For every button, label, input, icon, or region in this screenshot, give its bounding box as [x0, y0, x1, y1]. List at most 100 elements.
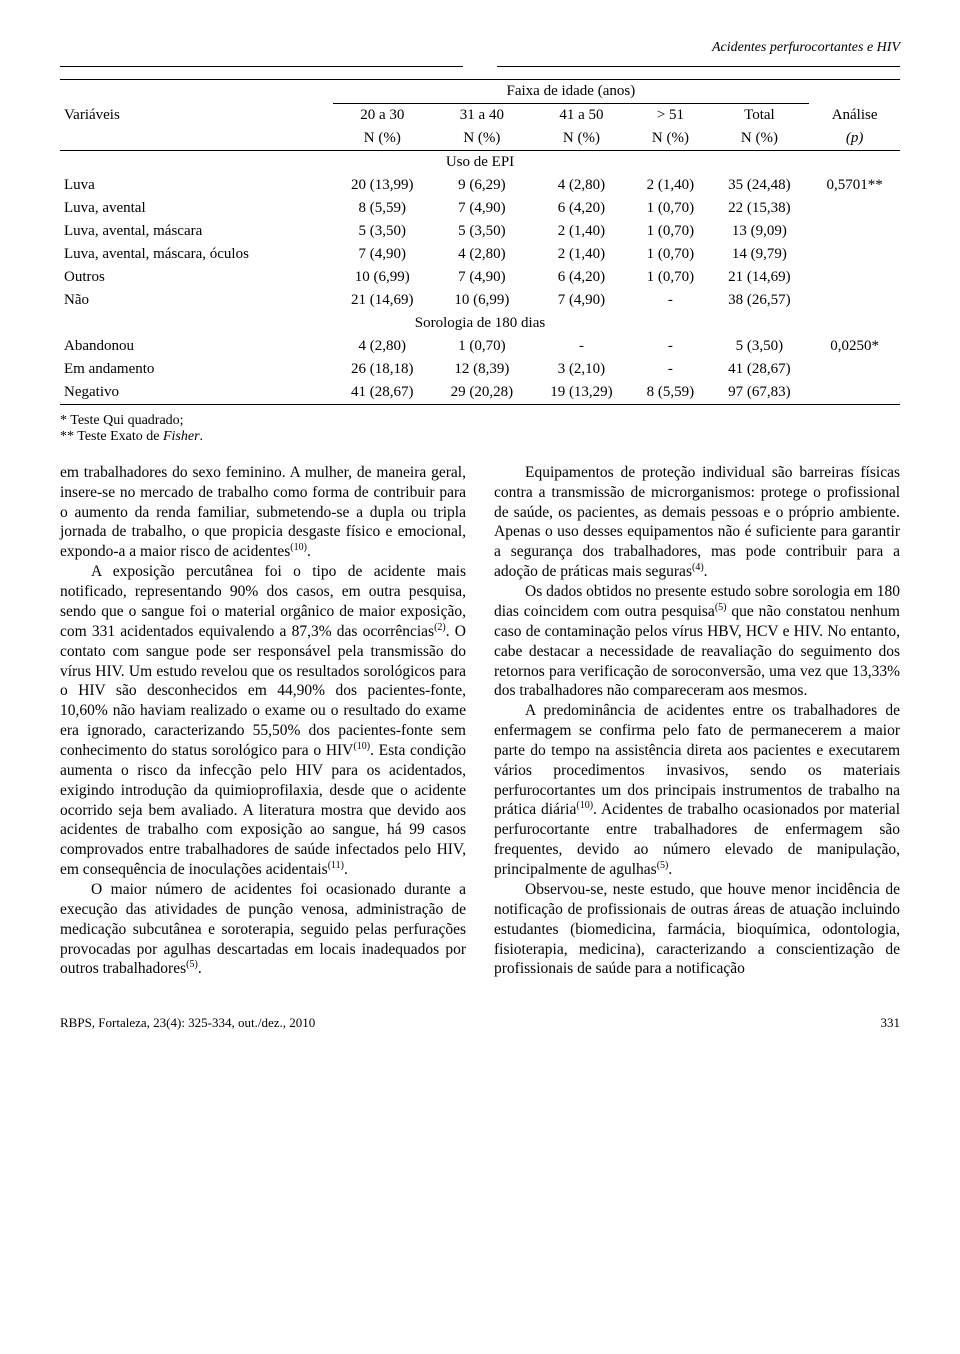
table-cell: 5 (3,50): [432, 220, 532, 243]
table-cell: 10 (6,99): [333, 266, 433, 289]
para-4: Equipamentos de proteção individual são …: [494, 463, 900, 582]
table-cell: 7 (4,90): [432, 266, 532, 289]
footnote-line2-italic: Fisher: [163, 429, 200, 444]
page-footer: RBPS, Fortaleza, 23(4): 325-334, out./de…: [60, 1015, 900, 1031]
table-cell: 2 (1,40): [631, 174, 709, 197]
age-col-1: 31 a 40: [432, 104, 532, 128]
para-1: em trabalhadores do sexo feminino. A mul…: [60, 463, 466, 562]
npct-4: N (%): [710, 127, 810, 151]
table-cell: 2 (1,40): [532, 220, 632, 243]
table-cell: 8 (5,59): [631, 381, 709, 405]
table-cell: 14 (9,79): [710, 243, 810, 266]
footnote-line2-suffix: .: [200, 429, 204, 444]
age-col-4: Total: [710, 104, 810, 128]
table-cell: 3 (2,10): [532, 358, 632, 381]
row-label: Luva, avental, máscara, óculos: [60, 243, 333, 266]
para-5: Os dados obtidos no presente estudo sobr…: [494, 582, 900, 701]
section-title: Sorologia de 180 dias: [60, 312, 900, 335]
p-value: [809, 243, 900, 266]
para-6: A predominância de acidentes entre os tr…: [494, 701, 900, 880]
age-col-3: > 51: [631, 104, 709, 128]
table-cell: 10 (6,99): [432, 289, 532, 312]
table-cell: -: [631, 289, 709, 312]
table-footnote: * Teste Qui quadrado; ** Teste Exato de …: [60, 413, 900, 445]
table-cell: 6 (4,20): [532, 266, 632, 289]
footer-left: RBPS, Fortaleza, 23(4): 325-334, out./de…: [60, 1015, 315, 1031]
section-title: Uso de EPI: [60, 151, 900, 175]
table-row: Abandonou4 (2,80)1 (0,70)--5 (3,50)0,025…: [60, 335, 900, 358]
table-row: Outros10 (6,99)7 (4,90)6 (4,20)1 (0,70)2…: [60, 266, 900, 289]
col-variables: Variáveis: [60, 80, 333, 151]
p-value: [809, 358, 900, 381]
p-value: [809, 381, 900, 405]
table-cell: 5 (3,50): [333, 220, 433, 243]
table-cell: 21 (14,69): [333, 289, 433, 312]
table-row: Não21 (14,69)10 (6,99)7 (4,90)-38 (26,57…: [60, 289, 900, 312]
table-cell: 4 (2,80): [532, 174, 632, 197]
table-cell: 7 (4,90): [432, 197, 532, 220]
table-cell: 6 (4,20): [532, 197, 632, 220]
table-cell: 1 (0,70): [631, 243, 709, 266]
row-label: Luva, avental: [60, 197, 333, 220]
table-cell: 4 (2,80): [333, 335, 433, 358]
table-row: Negativo41 (28,67)29 (20,28)19 (13,29)8 …: [60, 381, 900, 405]
table-cell: 1 (0,70): [631, 197, 709, 220]
table-cell: 41 (28,67): [710, 358, 810, 381]
table-cell: 35 (24,48): [710, 174, 810, 197]
table-row: Luva, avental8 (5,59)7 (4,90)6 (4,20)1 (…: [60, 197, 900, 220]
p-value: [809, 289, 900, 312]
p-value: 0,5701**: [809, 174, 900, 197]
table-cell: 12 (8,39): [432, 358, 532, 381]
p-value: 0,0250*: [809, 335, 900, 358]
table-cell: 1 (0,70): [631, 220, 709, 243]
footnote-line1: * Teste Qui quadrado;: [60, 413, 184, 428]
table-cell: 5 (3,50): [710, 335, 810, 358]
table-cell: 22 (15,38): [710, 197, 810, 220]
row-label: Negativo: [60, 381, 333, 405]
para-2: A exposição percutânea foi o tipo de aci…: [60, 562, 466, 880]
table-cell: 97 (67,83): [710, 381, 810, 405]
table-cell: 9 (6,29): [432, 174, 532, 197]
table-cell: 4 (2,80): [432, 243, 532, 266]
para-7: Observou-se, neste estudo, que houve men…: [494, 880, 900, 979]
table-cell: 8 (5,59): [333, 197, 433, 220]
table-cell: 41 (28,67): [333, 381, 433, 405]
table-row: Luva, avental, máscara, óculos7 (4,90)4 …: [60, 243, 900, 266]
table-cell: 19 (13,29): [532, 381, 632, 405]
table-cell: 21 (14,69): [710, 266, 810, 289]
npct-0: N (%): [333, 127, 433, 151]
col-analysis: Análise: [809, 80, 900, 128]
table-row: Luva, avental, máscara5 (3,50)5 (3,50)2 …: [60, 220, 900, 243]
npct-3: N (%): [631, 127, 709, 151]
running-title: Acidentes perfurocortantes e HIV: [60, 40, 900, 56]
row-label: Abandonou: [60, 335, 333, 358]
table-cell: 7 (4,90): [333, 243, 433, 266]
age-col-2: 41 a 50: [532, 104, 632, 128]
footnote-line2-prefix: ** Teste Exato de: [60, 429, 163, 444]
table-cell: -: [532, 335, 632, 358]
data-table: Variáveis Faixa de idade (anos) Análise …: [60, 79, 900, 405]
row-label: Outros: [60, 266, 333, 289]
table-cell: -: [631, 335, 709, 358]
table-cell: 29 (20,28): [432, 381, 532, 405]
table-cell: 38 (26,57): [710, 289, 810, 312]
row-label: Não: [60, 289, 333, 312]
age-col-0: 20 a 30: [333, 104, 433, 128]
table-cell: 7 (4,90): [532, 289, 632, 312]
row-label: Em andamento: [60, 358, 333, 381]
row-label: Luva, avental, máscara: [60, 220, 333, 243]
para-3: O maior número de acidentes foi ocasiona…: [60, 880, 466, 979]
analysis-sub: (p): [809, 127, 900, 151]
table-cell: 1 (0,70): [631, 266, 709, 289]
table-cell: 1 (0,70): [432, 335, 532, 358]
row-label: Luva: [60, 174, 333, 197]
npct-1: N (%): [432, 127, 532, 151]
p-value: [809, 220, 900, 243]
table-cell: 13 (9,09): [710, 220, 810, 243]
footer-page: 331: [881, 1015, 901, 1031]
table-cell: 26 (18,18): [333, 358, 433, 381]
p-value: [809, 197, 900, 220]
table-cell: -: [631, 358, 709, 381]
table-row: Em andamento26 (18,18)12 (8,39)3 (2,10)-…: [60, 358, 900, 381]
p-value: [809, 266, 900, 289]
